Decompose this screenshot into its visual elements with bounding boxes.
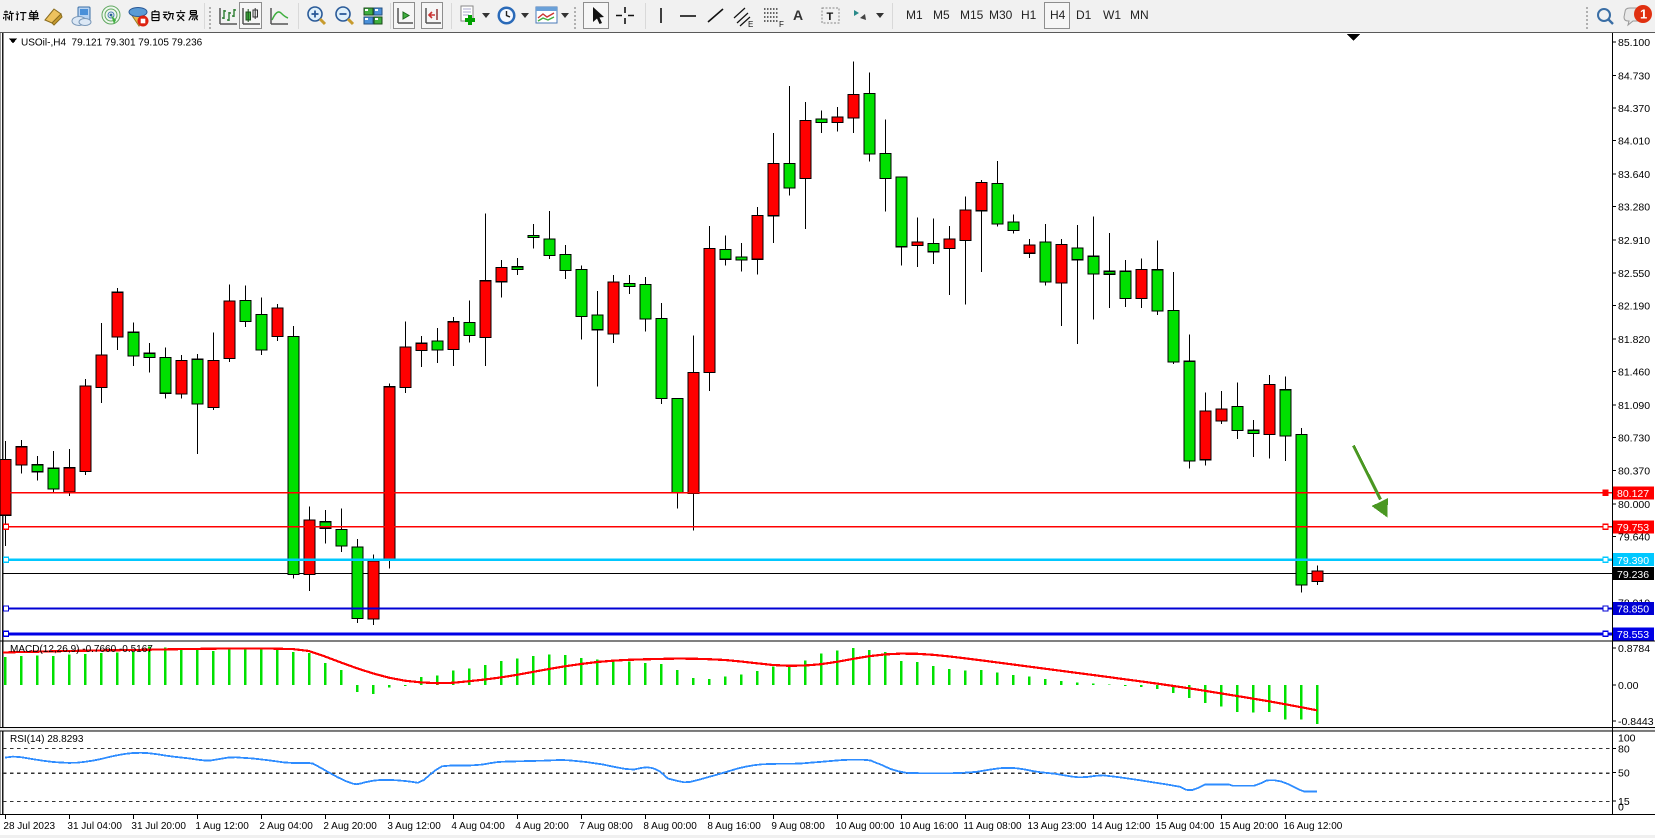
svg-text:100: 100 xyxy=(1618,733,1636,745)
svg-text:80.000: 80.000 xyxy=(1618,499,1650,511)
svg-text:2 Aug 04:00: 2 Aug 04:00 xyxy=(259,821,313,832)
svg-text:82.910: 82.910 xyxy=(1618,235,1650,247)
svg-text:7 Aug 08:00: 7 Aug 08:00 xyxy=(579,821,633,832)
svg-text:0.00: 0.00 xyxy=(1618,680,1639,692)
svg-text:82.550: 82.550 xyxy=(1618,268,1650,280)
svg-text:82.190: 82.190 xyxy=(1618,300,1650,312)
svg-text:80.370: 80.370 xyxy=(1618,465,1650,477)
svg-text:79.390: 79.390 xyxy=(1617,555,1649,567)
svg-text:0.8784: 0.8784 xyxy=(1618,643,1650,655)
svg-text:RSI(14) 28.8293: RSI(14) 28.8293 xyxy=(10,734,84,745)
svg-text:1: 1 xyxy=(1640,7,1647,22)
svg-text:85.100: 85.100 xyxy=(1618,37,1650,49)
svg-text:4 Aug 04:00: 4 Aug 04:00 xyxy=(451,821,505,832)
svg-text:8 Aug 16:00: 8 Aug 16:00 xyxy=(707,821,761,832)
svg-text:11 Aug 08:00: 11 Aug 08:00 xyxy=(963,821,1022,832)
svg-text:31 Jul 20:00: 31 Jul 20:00 xyxy=(131,821,186,832)
svg-text:84.370: 84.370 xyxy=(1618,103,1650,115)
svg-text:E: E xyxy=(748,20,753,29)
svg-text:84.730: 84.730 xyxy=(1618,70,1650,82)
svg-text:0: 0 xyxy=(1618,802,1624,814)
svg-text:8 Aug 00:00: 8 Aug 00:00 xyxy=(643,821,697,832)
svg-text:81.090: 81.090 xyxy=(1618,400,1650,412)
svg-text:USOil-,H4 79.121 79.301 79.10: USOil-,H4 79.121 79.301 79.105 79.236 xyxy=(21,38,203,49)
svg-text:79.236: 79.236 xyxy=(1617,569,1649,581)
svg-text:79.640: 79.640 xyxy=(1618,531,1650,543)
svg-text:16 Aug 12:00: 16 Aug 12:00 xyxy=(1283,821,1342,832)
svg-text:MACD(12,26,9) -0.7660 -0.5167: MACD(12,26,9) -0.7660 -0.5167 xyxy=(10,644,153,655)
svg-text:10 Aug 00:00: 10 Aug 00:00 xyxy=(835,821,894,832)
svg-text:10 Aug 16:00: 10 Aug 16:00 xyxy=(899,821,958,832)
svg-text:80.127: 80.127 xyxy=(1617,488,1649,500)
svg-text:78.553: 78.553 xyxy=(1617,629,1649,641)
svg-text:31 Jul 04:00: 31 Jul 04:00 xyxy=(67,821,122,832)
svg-text:83.280: 83.280 xyxy=(1618,202,1650,214)
svg-text:9 Aug 08:00: 9 Aug 08:00 xyxy=(771,821,825,832)
svg-text:15 Aug 20:00: 15 Aug 20:00 xyxy=(1219,821,1278,832)
svg-text:81.460: 81.460 xyxy=(1618,367,1650,379)
svg-text:F: F xyxy=(779,20,784,29)
svg-text:81.820: 81.820 xyxy=(1618,334,1650,346)
svg-text:28 Jul 2023: 28 Jul 2023 xyxy=(3,821,55,832)
svg-text:3 Aug 12:00: 3 Aug 12:00 xyxy=(387,821,441,832)
svg-text:-0.8443: -0.8443 xyxy=(1618,716,1654,728)
svg-text:78.850: 78.850 xyxy=(1617,604,1649,616)
svg-text:14 Aug 12:00: 14 Aug 12:00 xyxy=(1091,821,1150,832)
svg-text:83.640: 83.640 xyxy=(1618,169,1650,181)
svg-text:4 Aug 20:00: 4 Aug 20:00 xyxy=(515,821,569,832)
svg-text:15 Aug 04:00: 15 Aug 04:00 xyxy=(1155,821,1214,832)
svg-text:2 Aug 20:00: 2 Aug 20:00 xyxy=(323,821,377,832)
svg-text:79.753: 79.753 xyxy=(1617,522,1649,534)
svg-text:80.730: 80.730 xyxy=(1618,433,1650,445)
svg-text:80: 80 xyxy=(1618,744,1630,756)
svg-text:84.010: 84.010 xyxy=(1618,136,1650,148)
svg-text:1 Aug 12:00: 1 Aug 12:00 xyxy=(195,821,249,832)
svg-text:13 Aug 23:00: 13 Aug 23:00 xyxy=(1027,821,1086,832)
svg-text:50: 50 xyxy=(1618,768,1630,780)
svg-text:15: 15 xyxy=(1618,796,1630,808)
svg-text:T: T xyxy=(827,11,834,23)
